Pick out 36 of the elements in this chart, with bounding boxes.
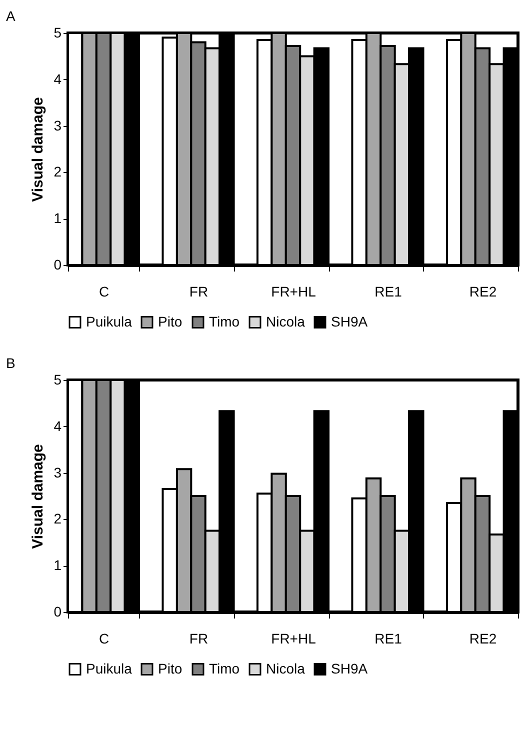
y-tick-label: 0 bbox=[54, 604, 62, 620]
x-tick-label: FR bbox=[189, 284, 208, 300]
x-tick-label: FR+HL bbox=[271, 284, 316, 300]
legend-label: Timo bbox=[209, 660, 240, 676]
legend-label: SH9A bbox=[331, 660, 368, 676]
legend-label: Pito bbox=[158, 660, 182, 676]
y-tick-label: 4 bbox=[54, 418, 62, 434]
y-axis-title: Visual damage bbox=[30, 444, 47, 549]
x-tick-label: FR+HL bbox=[271, 630, 316, 646]
y-tick-label: 1 bbox=[54, 210, 62, 226]
y-axis-title: Visual damage bbox=[30, 97, 47, 202]
y-tick-label: 5 bbox=[54, 24, 62, 40]
x-tick-label: RE1 bbox=[374, 284, 402, 300]
y-tick-label: 4 bbox=[54, 70, 62, 87]
legend-label: Timo bbox=[209, 313, 240, 330]
y-tick-label: 3 bbox=[54, 117, 62, 134]
chart-title: B bbox=[6, 355, 16, 371]
legend-label: SH9A bbox=[331, 313, 368, 330]
x-tick-label: C bbox=[98, 630, 110, 646]
x-tick-label: RE1 bbox=[374, 630, 402, 646]
legend-label: Puikula bbox=[86, 313, 132, 330]
legend-label: Nicola bbox=[266, 660, 306, 676]
x-tick-label: RE2 bbox=[469, 630, 497, 646]
x-tick-label: RE2 bbox=[469, 284, 497, 300]
x-tick-label: FR bbox=[189, 630, 208, 646]
legend-label: Pito bbox=[158, 313, 182, 330]
legend-label: Puikula bbox=[86, 660, 132, 676]
legend-label: Nicola bbox=[266, 313, 306, 330]
y-tick-label: 3 bbox=[54, 464, 62, 480]
y-tick-label: 2 bbox=[54, 164, 62, 180]
y-tick-label: 2 bbox=[54, 510, 62, 527]
x-tick-label: C bbox=[98, 284, 110, 300]
y-tick-label: 1 bbox=[54, 557, 62, 574]
chart-title: A bbox=[6, 8, 16, 24]
y-tick-label: 5 bbox=[54, 372, 62, 388]
y-tick-label: 0 bbox=[54, 256, 62, 272]
